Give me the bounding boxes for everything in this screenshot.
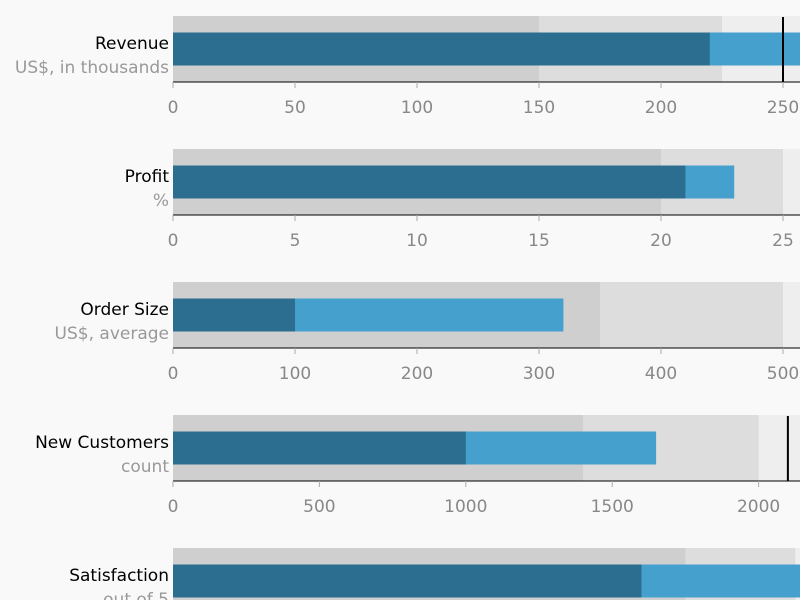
x-tick-label: 500 (767, 364, 799, 384)
measure-bar (173, 431, 466, 465)
x-tick-label: 20 (650, 231, 672, 251)
x-tick-label: 200 (401, 364, 433, 384)
x-tick-label: 0 (168, 231, 179, 251)
x-tick-label: 500 (303, 497, 335, 517)
x-tick-label: 300 (523, 364, 555, 384)
chart-title: Satisfaction (69, 566, 169, 586)
chart-subtitle: US$, average (55, 324, 169, 344)
x-tick-label: 50 (284, 98, 306, 118)
x-tick-label: 0 (168, 497, 179, 517)
chart-title: Profit (125, 167, 170, 187)
chart-subtitle: % (153, 191, 169, 211)
chart-title: New Customers (35, 433, 169, 453)
x-tick-label: 400 (645, 364, 677, 384)
x-tick-label: 2000 (737, 497, 780, 517)
x-tick-label: 15 (528, 231, 550, 251)
x-tick-label: 0 (168, 98, 179, 118)
x-tick-label: 1500 (591, 497, 634, 517)
x-tick-label: 1000 (444, 497, 487, 517)
chart-title: Order Size (80, 300, 169, 320)
x-tick-label: 150 (523, 98, 555, 118)
chart-subtitle: out of 5 (103, 590, 169, 600)
x-tick-label: 200 (645, 98, 677, 118)
measure-bar (173, 32, 710, 66)
x-tick-label: 0 (168, 364, 179, 384)
measure-bar (173, 564, 642, 598)
x-tick-label: 100 (401, 98, 433, 118)
x-tick-label: 10 (406, 231, 428, 251)
x-tick-label: 5 (290, 231, 301, 251)
x-tick-label: 25 (772, 231, 794, 251)
chart-title: Revenue (95, 34, 169, 54)
x-tick-label: 250 (767, 98, 799, 118)
chart-subtitle: US$, in thousands (15, 58, 169, 78)
chart-subtitle: count (121, 457, 169, 477)
measure-bar (173, 165, 686, 199)
measure-bar (173, 298, 295, 332)
x-tick-label: 100 (279, 364, 311, 384)
